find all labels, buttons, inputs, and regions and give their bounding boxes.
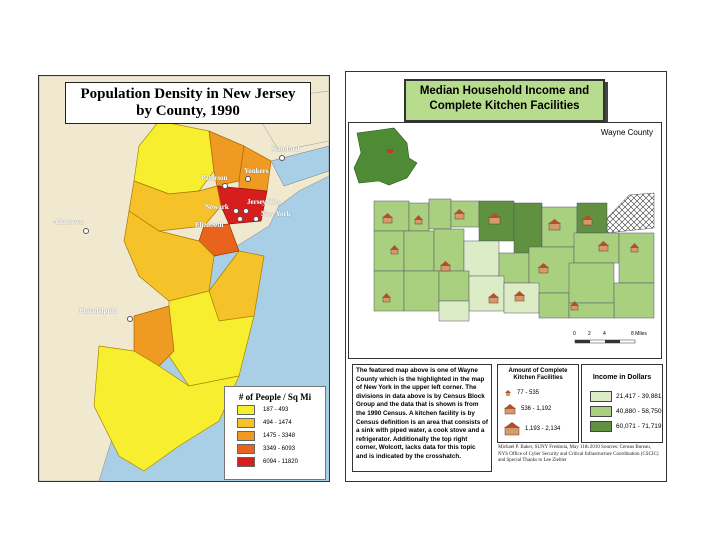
- income-legend-label: 40,880 - 58,750: [616, 408, 662, 415]
- nj-legend-row: 6094 - 11820: [237, 457, 325, 467]
- ny-map-title: Median Household Income and Complete Kit…: [404, 79, 605, 122]
- ny-state-inset: [353, 127, 418, 186]
- nj-legend-label: 187 - 493: [263, 407, 289, 413]
- scale-label-4: 4: [603, 331, 606, 337]
- nj-county-ocean: [168, 290, 255, 387]
- city-dot-stamford: [279, 155, 285, 161]
- income-legend-label: 60,071 - 71,719: [616, 423, 662, 430]
- ny-map-frame: Wayne County 0 2 4 8 Miles: [348, 122, 662, 359]
- nj-map-graphic: [39, 76, 329, 481]
- scale-label-8: 8 Miles: [631, 331, 647, 337]
- nj-legend-row: 187 - 493: [237, 405, 325, 415]
- map-credits: Michael P. Baker, SUNY Fredonia, May 11t…: [498, 445, 659, 463]
- city-dot-new-york: [253, 216, 259, 222]
- nj-legend-swatch: [237, 457, 255, 467]
- city-label-paterson: Paterson: [201, 174, 228, 182]
- income-legend-row: 40,880 - 58,750: [590, 406, 662, 417]
- city-dot-philadelphia: [127, 316, 133, 322]
- city-label-stamford: Stamford: [271, 145, 300, 153]
- ny-title-line2: Complete Kitchen Facilities: [429, 100, 580, 112]
- income-legend-row: 21,417 - 39,881: [590, 391, 662, 402]
- kitchen-legend-label-medium: 536 - 1,192: [521, 406, 552, 412]
- nj-legend-label: 1475 - 3348: [263, 433, 296, 439]
- nj-legend-label: 6094 - 11820: [263, 459, 298, 465]
- city-dot-elizabeth: [237, 216, 243, 222]
- scale-label-2: 2: [588, 331, 591, 337]
- house-small-icon: [505, 390, 511, 396]
- nj-legend-swatch: [237, 405, 255, 415]
- house-markers: [382, 209, 639, 311]
- nj-legend-label: 494 - 1474: [263, 420, 292, 426]
- map-description: The featured map above is one of Wayne C…: [352, 364, 492, 472]
- house-large-icon: [504, 422, 520, 436]
- nj-legend-swatch: [237, 431, 255, 441]
- income-legend-swatch: [590, 406, 612, 417]
- nj-county-union: [198, 223, 240, 257]
- city-label-allentown: Allentown: [53, 218, 84, 226]
- income-legend-row: 60,071 - 71,719: [590, 421, 662, 432]
- nj-legend-row: 3349 - 6093: [237, 444, 325, 454]
- kitchen-legend: Amount of Complete Kitchen Facilities 77…: [497, 364, 579, 443]
- nj-legend-swatch: [237, 444, 255, 454]
- nj-density-map: Population Density in New Jersey by Coun…: [38, 75, 330, 482]
- kitchen-legend-title: Amount of Complete Kitchen Facilities: [498, 368, 578, 382]
- city-dot-allentown: [83, 228, 89, 234]
- city-label-yonkers: Yonkers: [244, 167, 269, 175]
- income-legend-swatch: [590, 421, 612, 432]
- city-dot-newark: [233, 208, 239, 214]
- nj-title-line1: Population Density in New Jersey: [80, 86, 296, 102]
- city-label-new-york: New York: [261, 210, 291, 218]
- wayne-county-map: Median Household Income and Complete Kit…: [345, 71, 667, 482]
- nj-county-camden: [133, 305, 175, 367]
- scale-label-0: 0: [573, 331, 576, 337]
- city-label-elizabeth: Elizabeth: [195, 221, 224, 229]
- nj-county-passaic: [208, 130, 245, 187]
- nj-legend-swatch: [237, 418, 255, 428]
- nj-county-south: [93, 345, 240, 472]
- city-dot-yonkers: [245, 176, 251, 182]
- income-legend-label: 21,417 - 39,881: [616, 393, 662, 400]
- nj-county-monmouth: [208, 250, 265, 322]
- nj-title-line2: by County, 1990: [136, 103, 240, 119]
- city-label-philadelphia: Philadelphia: [79, 307, 117, 315]
- income-legend: Income in Dollars 21,417 - 39,881 40,880 …: [581, 364, 663, 443]
- kitchen-legend-row-medium: 536 - 1,192: [503, 403, 551, 415]
- city-label-jersey-city: Jersey City: [247, 198, 281, 206]
- nj-legend-row: 1475 - 3348: [237, 431, 325, 441]
- income-legend-swatch: [590, 391, 612, 402]
- block-groups: [373, 192, 655, 322]
- kitchen-legend-title-line2: Kitchen Facilities: [513, 375, 563, 381]
- wayne-county-label: Wayne County: [600, 128, 653, 137]
- kitchen-legend-title-line1: Amount of Complete: [508, 368, 568, 374]
- kitchen-legend-label-large: 1,193 - 2,134: [525, 425, 561, 432]
- kitchen-legend-label-small: 77 - 535: [517, 390, 540, 396]
- nj-legend-row: 494 - 1474: [237, 418, 325, 428]
- nj-map-title: Population Density in New Jersey by Coun…: [65, 82, 311, 124]
- nj-legend-title: # of People / Sq Mi: [238, 392, 312, 402]
- house-medium-icon: [504, 404, 516, 415]
- nj-legend-label: 3349 - 6093: [263, 446, 296, 452]
- kitchen-legend-row-large: 1,193 - 2,134: [503, 421, 560, 436]
- city-dot-paterson: [222, 183, 228, 189]
- kitchen-legend-row-small: 77 - 535: [503, 389, 539, 397]
- nj-legend: # of People / Sq Mi 187 - 493 494 - 1474 1…: [224, 386, 326, 480]
- income-legend-title: Income in Dollars: [592, 374, 652, 381]
- scale-bar: [574, 339, 636, 344]
- city-dot-jersey-city: [243, 208, 249, 214]
- wayne-highlight-inset: [387, 149, 393, 153]
- ny-title-line1: Median Household Income and: [419, 85, 590, 97]
- city-label-newark: Newark: [205, 203, 229, 211]
- wayne-map-graphic: [353, 127, 655, 344]
